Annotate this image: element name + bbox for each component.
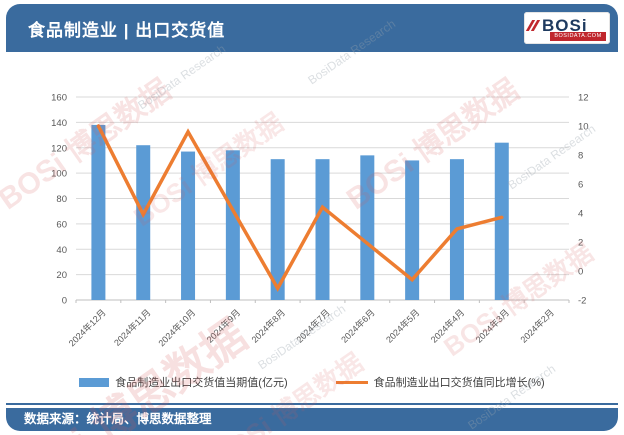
x-axis-label: 2024年5月 <box>383 307 421 345</box>
x-axis-label: 2024年6月 <box>339 307 377 345</box>
logo-wordmark: BOSi <box>542 15 588 35</box>
y-axis-left-label: 60 <box>56 219 67 230</box>
y-axis-left-label: 40 <box>56 245 67 256</box>
bar-2024年3月 <box>494 142 509 300</box>
chart-area: 0 20 40 60 80 100 120 140 160 -2 0 2 4 6 8 10 12 2024年12月… <box>6 52 618 403</box>
bosi-logo: BOSi BOSIDATA.COM <box>524 12 610 44</box>
legend-bar-swatch <box>79 377 110 387</box>
bar-2024年12月 <box>91 124 106 300</box>
footer-separator <box>6 403 618 405</box>
data-source-text: 数据来源：统计局、博思数据整理 <box>24 412 212 426</box>
footer-band: 数据来源：统计局、博思数据整理 <box>6 408 618 431</box>
x-axis-label: 2024年4月 <box>428 307 466 345</box>
y-axis-left-label: 0 <box>62 296 67 307</box>
legend-line-swatch <box>335 380 368 384</box>
legend-item-line: 食品制造业出口交货值同比增长(%) <box>335 374 545 390</box>
y-axis-right-label: -2 <box>578 296 586 307</box>
y-axis-left-label: 100 <box>51 169 67 180</box>
y-axis-right-label: 4 <box>578 209 583 220</box>
x-axis-label: 2024年10月 <box>156 307 198 349</box>
y-axis-right-label: 6 <box>578 180 583 191</box>
bar-2024年9月 <box>225 150 240 300</box>
x-axis-label: 2024年7月 <box>294 307 332 345</box>
x-axis-label: 2024年12月 <box>66 307 108 349</box>
legend-bar-label: 食品制造业出口交货值当期值(亿元) <box>115 377 288 389</box>
bar-2024年5月 <box>405 160 420 300</box>
bar-2024年10月 <box>181 151 196 300</box>
chart-card: 食品制造业 | 出口交货值 BOSi BOSIDATA.COM 0 20 40 60 8… <box>6 4 618 431</box>
bar-2024年7月 <box>315 159 330 300</box>
y-axis-left-label: 20 <box>56 270 67 281</box>
y-axis-right-label: 8 <box>578 151 583 162</box>
page-title: 食品制造业 | 出口交货值 <box>28 20 226 40</box>
x-axis-label: 2024年3月 <box>473 307 511 345</box>
bar-2024年11月 <box>136 145 151 300</box>
x-axis-label: 2024年9月 <box>204 307 242 345</box>
bar-2024年8月 <box>270 159 285 300</box>
x-axis-label: 2024年11月 <box>111 307 152 348</box>
bosi-logo-row: BOSi <box>525 13 588 37</box>
y-axis-right-label: 12 <box>578 93 589 104</box>
y-axis-right-label: 10 <box>578 122 589 133</box>
bar-2024年6月 <box>360 155 375 300</box>
legend-item-bar: 食品制造业出口交货值当期值(亿元) <box>79 374 288 390</box>
y-axis-right-label: 0 <box>578 267 583 278</box>
y-axis-left-label: 160 <box>51 93 67 104</box>
header-band: 食品制造业 | 出口交货值 BOSi BOSIDATA.COM <box>6 4 618 52</box>
y-axis-right-label: 2 <box>578 238 583 249</box>
combo-chart: 0 20 40 60 80 100 120 140 160 -2 0 2 4 6 8 10 12 2024年12月… <box>51 93 589 349</box>
growth-line <box>96 124 504 292</box>
y-axis-left-label: 120 <box>51 143 67 154</box>
y-axis-left-label: 140 <box>51 118 67 129</box>
x-axis-label: 2024年2月 <box>518 307 556 345</box>
chart-legend: 食品制造业出口交货值当期值(亿元) 食品制造业出口交货值同比增长(%) <box>6 374 618 390</box>
legend-line-label: 食品制造业出口交货值同比增长(%) <box>373 377 545 389</box>
logo-site-url: BOSIDATA.COM <box>550 32 606 41</box>
x-axis-label: 2024年8月 <box>249 307 287 345</box>
y-axis-left-label: 80 <box>56 194 67 205</box>
